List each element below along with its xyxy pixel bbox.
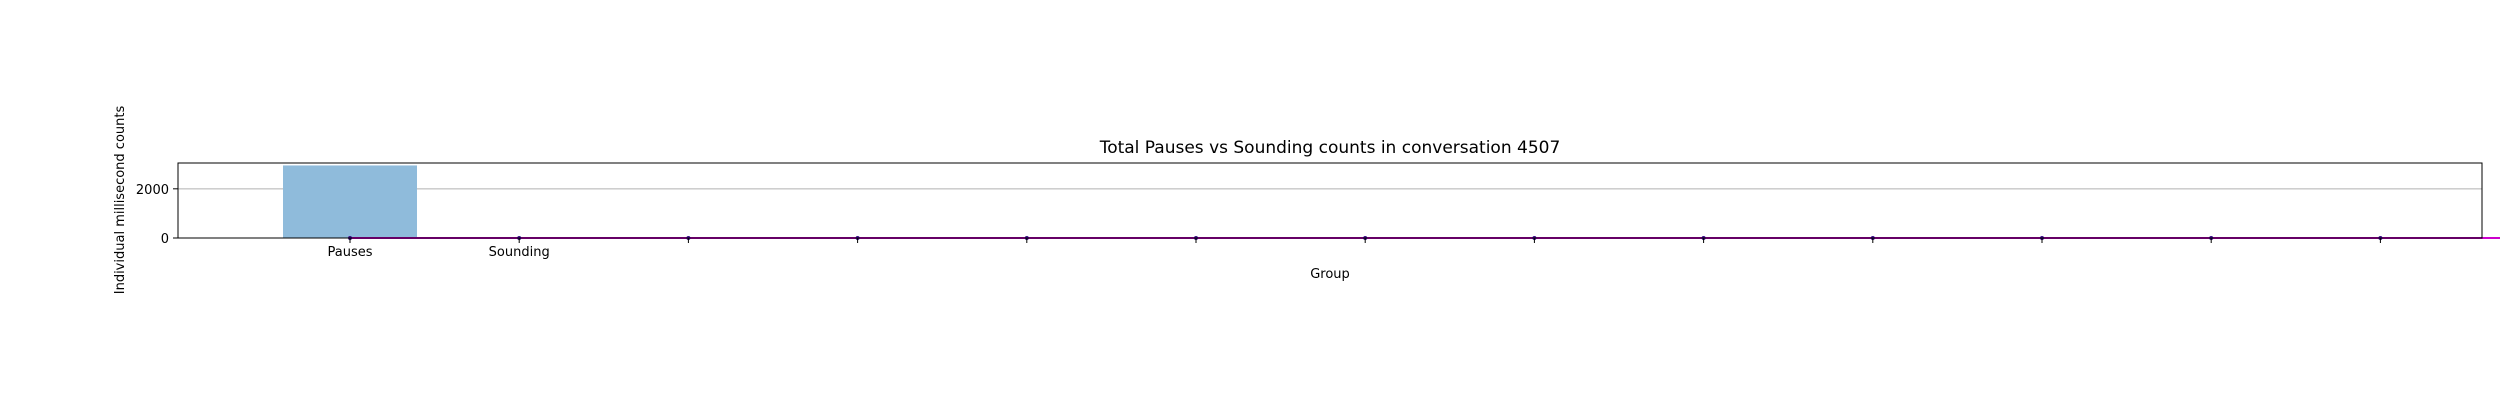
plot-area: 0 2000 Pauses Sounding (136, 162, 2500, 260)
x-axis-label: Group (1310, 267, 1350, 282)
plot-frame (177, 162, 2483, 239)
y-tick-label: 0 (161, 232, 169, 247)
y-axis-label: Individual millisecond counts (113, 106, 128, 295)
chart-title: Total Pauses vs Sounding counts in conve… (1099, 138, 1561, 158)
y-tick-label: 2000 (136, 183, 169, 198)
bar (283, 165, 417, 238)
x-tick-label: Sounding (489, 245, 550, 260)
x-tick-label: Pauses (327, 245, 372, 260)
